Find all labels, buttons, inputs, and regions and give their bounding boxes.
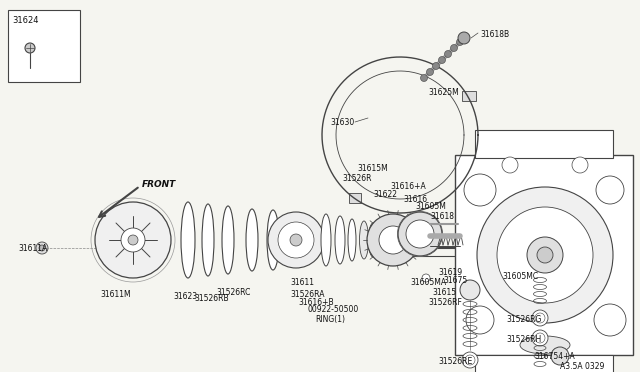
Bar — [349, 193, 361, 203]
Ellipse shape — [202, 204, 214, 276]
Text: 31630: 31630 — [330, 118, 355, 127]
Text: 31605MC: 31605MC — [502, 272, 538, 281]
Bar — [455, 155, 633, 355]
Bar — [8, 10, 80, 82]
Text: 31526RB: 31526RB — [194, 294, 228, 303]
Circle shape — [535, 333, 545, 343]
Text: FRONT: FRONT — [142, 180, 176, 189]
Text: 31616: 31616 — [403, 195, 427, 204]
Ellipse shape — [369, 223, 378, 257]
Circle shape — [465, 355, 475, 365]
Circle shape — [422, 274, 430, 282]
Ellipse shape — [520, 336, 570, 354]
Circle shape — [535, 313, 545, 323]
Circle shape — [537, 247, 553, 263]
Circle shape — [460, 280, 480, 300]
Ellipse shape — [335, 216, 345, 264]
Text: 31526RH: 31526RH — [506, 335, 541, 344]
Text: 00922-50500: 00922-50500 — [308, 305, 359, 314]
Text: 31526RC: 31526RC — [216, 288, 250, 297]
Ellipse shape — [378, 225, 387, 255]
Text: 31615: 31615 — [432, 288, 456, 297]
Circle shape — [268, 212, 324, 268]
Ellipse shape — [360, 221, 369, 259]
Text: 31605MA: 31605MA — [410, 278, 446, 287]
Text: 31616+A: 31616+A — [390, 182, 426, 191]
Bar — [461, 91, 476, 101]
Circle shape — [128, 235, 138, 245]
Circle shape — [551, 347, 569, 365]
Circle shape — [527, 237, 563, 273]
Circle shape — [572, 157, 588, 173]
Circle shape — [121, 228, 145, 252]
Ellipse shape — [222, 206, 234, 274]
Circle shape — [406, 220, 434, 248]
Text: A3.5A 0329: A3.5A 0329 — [560, 362, 604, 371]
Bar — [475, 130, 613, 158]
Circle shape — [532, 330, 548, 346]
Text: 316754+A: 316754+A — [534, 352, 575, 361]
Circle shape — [458, 32, 470, 44]
Circle shape — [95, 202, 171, 278]
Ellipse shape — [181, 202, 195, 278]
Circle shape — [379, 226, 407, 254]
Circle shape — [451, 45, 458, 51]
Circle shape — [290, 234, 302, 246]
Circle shape — [594, 304, 626, 336]
Text: 31624: 31624 — [12, 16, 38, 25]
Text: RING(1): RING(1) — [315, 315, 345, 324]
Text: 31618: 31618 — [430, 212, 454, 221]
Circle shape — [456, 38, 463, 45]
Circle shape — [420, 74, 428, 81]
Circle shape — [25, 43, 35, 53]
Ellipse shape — [321, 214, 331, 266]
Text: 31619: 31619 — [438, 268, 462, 277]
Circle shape — [367, 214, 419, 266]
Circle shape — [464, 174, 496, 206]
Ellipse shape — [348, 219, 356, 261]
Circle shape — [445, 51, 451, 58]
Text: 31615M: 31615M — [357, 164, 388, 173]
Text: 31526RA: 31526RA — [290, 290, 324, 299]
Circle shape — [278, 222, 314, 258]
Circle shape — [462, 352, 478, 368]
Text: 31526RF: 31526RF — [428, 298, 462, 307]
Text: 31611M: 31611M — [100, 290, 131, 299]
Text: 31623: 31623 — [173, 292, 197, 301]
Circle shape — [532, 310, 548, 326]
Ellipse shape — [246, 209, 258, 271]
Circle shape — [398, 212, 442, 256]
Text: 31526RG: 31526RG — [506, 315, 541, 324]
Circle shape — [477, 187, 613, 323]
Text: 31526RE: 31526RE — [438, 357, 472, 366]
Ellipse shape — [267, 210, 279, 270]
Text: 31605M: 31605M — [415, 202, 446, 211]
Circle shape — [39, 245, 45, 251]
Text: 31675: 31675 — [443, 276, 467, 285]
Circle shape — [426, 68, 433, 76]
Circle shape — [497, 207, 593, 303]
Circle shape — [502, 157, 518, 173]
Text: 31625M: 31625M — [428, 88, 459, 97]
Circle shape — [466, 306, 494, 334]
Text: 31616+B: 31616+B — [298, 298, 333, 307]
Bar — [475, 355, 613, 372]
Text: 31611A: 31611A — [18, 244, 47, 253]
Circle shape — [596, 176, 624, 204]
Text: 31526R: 31526R — [342, 174, 371, 183]
Text: 31622: 31622 — [373, 190, 397, 199]
Circle shape — [433, 62, 440, 70]
Circle shape — [36, 242, 48, 254]
Text: 31618B: 31618B — [480, 30, 509, 39]
Circle shape — [438, 57, 445, 64]
Text: 31611: 31611 — [290, 278, 314, 287]
